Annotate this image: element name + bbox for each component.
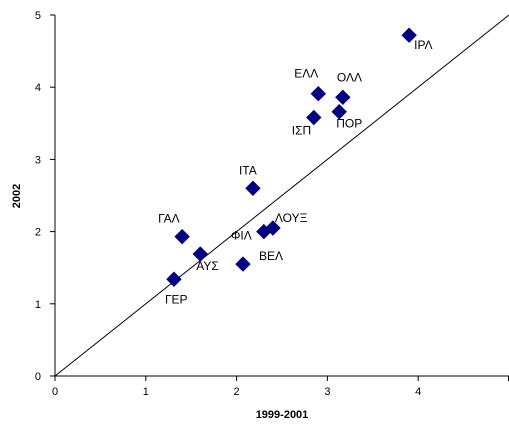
y-axis-title: 2002 [11, 184, 23, 208]
reference-diagonal-line [54, 14, 509, 377]
data-point-label: ΓΑΛ [158, 212, 180, 226]
data-point-label: ΦΙΛ [231, 229, 252, 243]
data-point-marker [331, 104, 347, 120]
x-tick-label: 1 [143, 386, 149, 398]
data-point-marker [306, 109, 322, 126]
data-point-label: ΒΕΛ [259, 249, 283, 263]
data-point-label: ΙΣΠ [292, 124, 311, 138]
y-tick-label: 0 [35, 371, 41, 383]
x-tick-label: 2 [234, 386, 240, 398]
data-point-marker [401, 27, 417, 43]
y-tick-label: 4 [35, 82, 41, 94]
y-tick-label: 2 [35, 227, 41, 239]
data-point-marker [256, 223, 272, 240]
data-point-marker [310, 85, 327, 102]
data-point-marker [192, 246, 208, 262]
data-point-label: ΙΤΑ [239, 163, 257, 177]
data-point-label: ΑΥΣ [196, 259, 219, 273]
data-points [166, 27, 417, 287]
point-labels: ΙΡΛ ΕΛΛ ΟΛΛ ΙΣΠ ΠΟΡ ΙΤΑ ΛΟΥΞ ΦΙΛ ΓΑΛ ΑΥΣ ΒΕΛ ΓΕΡ [158, 38, 432, 306]
x-axis-title: 1999-2001 [256, 409, 309, 421]
data-point-label: ΠΟΡ [336, 117, 362, 131]
data-point-marker [174, 228, 190, 245]
data-point-marker [166, 271, 182, 287]
data-point-label: ΛΟΥΞ [275, 211, 308, 225]
x-tick-label: 0 [52, 386, 58, 398]
y-tick-label: 3 [35, 154, 41, 166]
y-tick-label: 5 [35, 10, 41, 22]
data-point-label: ΟΛΛ [337, 70, 362, 84]
x-tick-label: 3 [324, 386, 330, 398]
data-point-label: ΕΛΛ [294, 67, 318, 81]
data-point-label: ΓΕΡ [165, 292, 188, 306]
data-point-marker [245, 180, 261, 196]
axes [54, 15, 509, 377]
y-tick-label: 1 [35, 299, 41, 311]
x-tick-label: 4 [415, 386, 421, 398]
data-point-marker [235, 256, 251, 272]
ticks: 0 1 2 3 4 0 1 2 3 4 5 [35, 10, 509, 398]
data-point-marker [335, 89, 351, 106]
data-point-label: ΙΡΛ [414, 38, 432, 52]
